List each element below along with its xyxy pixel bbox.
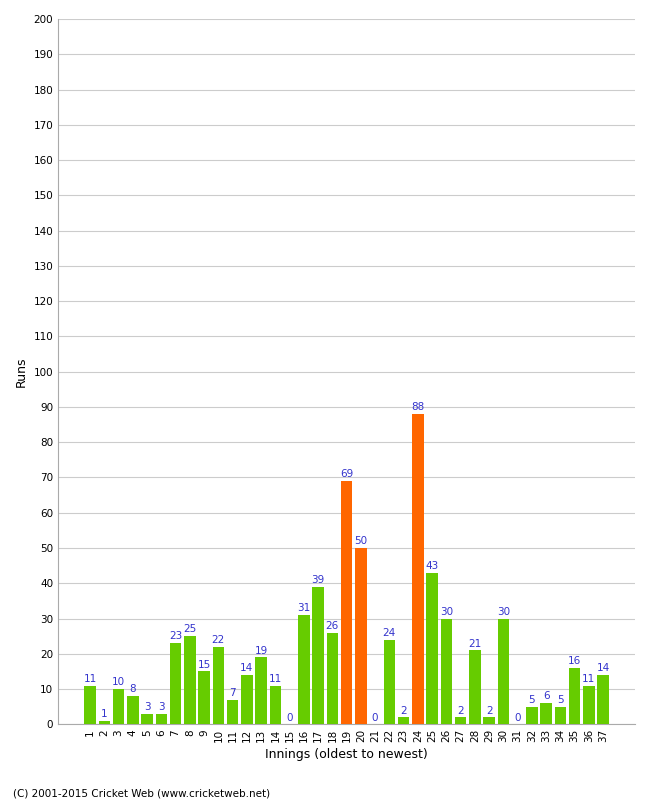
- Bar: [398, 718, 410, 724]
- Text: 11: 11: [268, 674, 282, 684]
- Text: 30: 30: [497, 606, 510, 617]
- Bar: [298, 615, 309, 724]
- Text: 15: 15: [198, 660, 211, 670]
- Text: 50: 50: [354, 536, 367, 546]
- Bar: [142, 714, 153, 724]
- Bar: [484, 718, 495, 724]
- Bar: [597, 675, 609, 724]
- Text: (C) 2001-2015 Cricket Web (www.cricketweb.net): (C) 2001-2015 Cricket Web (www.cricketwe…: [13, 788, 270, 798]
- Bar: [455, 718, 466, 724]
- Text: 14: 14: [240, 663, 254, 673]
- Text: 30: 30: [440, 606, 453, 617]
- Text: 21: 21: [468, 638, 482, 649]
- Text: 22: 22: [212, 635, 225, 645]
- Text: 43: 43: [426, 561, 439, 571]
- Text: 3: 3: [158, 702, 164, 712]
- Text: 14: 14: [597, 663, 610, 673]
- Text: 5: 5: [557, 695, 564, 705]
- Text: 19: 19: [254, 646, 268, 655]
- Text: 23: 23: [169, 631, 182, 642]
- Bar: [113, 689, 124, 724]
- Text: 2: 2: [486, 706, 493, 715]
- Text: 10: 10: [112, 678, 125, 687]
- Bar: [184, 636, 196, 724]
- Y-axis label: Runs: Runs: [15, 357, 28, 387]
- Bar: [526, 706, 538, 724]
- Text: 11: 11: [83, 674, 97, 684]
- Text: 39: 39: [311, 575, 325, 585]
- Text: 88: 88: [411, 402, 424, 412]
- Text: 2: 2: [457, 706, 464, 715]
- X-axis label: Innings (oldest to newest): Innings (oldest to newest): [265, 748, 428, 761]
- Text: 3: 3: [144, 702, 150, 712]
- Text: 31: 31: [297, 603, 311, 614]
- Bar: [170, 643, 181, 724]
- Bar: [241, 675, 253, 724]
- Bar: [213, 646, 224, 724]
- Bar: [313, 586, 324, 724]
- Text: 1: 1: [101, 709, 108, 719]
- Bar: [270, 686, 281, 724]
- Text: 26: 26: [326, 621, 339, 631]
- Text: 0: 0: [514, 713, 521, 722]
- Text: 7: 7: [229, 688, 236, 698]
- Text: 69: 69: [340, 470, 353, 479]
- Bar: [327, 633, 338, 724]
- Bar: [540, 703, 552, 724]
- Text: 0: 0: [372, 713, 378, 722]
- Bar: [554, 706, 566, 724]
- Bar: [569, 668, 580, 724]
- Bar: [412, 414, 424, 724]
- Bar: [198, 671, 210, 724]
- Text: 16: 16: [568, 656, 581, 666]
- Text: 6: 6: [543, 691, 549, 702]
- Bar: [441, 618, 452, 724]
- Text: 25: 25: [183, 625, 196, 634]
- Text: 2: 2: [400, 706, 407, 715]
- Bar: [155, 714, 167, 724]
- Bar: [384, 640, 395, 724]
- Bar: [255, 658, 266, 724]
- Text: 11: 11: [582, 674, 595, 684]
- Bar: [355, 548, 367, 724]
- Bar: [127, 696, 138, 724]
- Bar: [426, 573, 438, 724]
- Bar: [469, 650, 480, 724]
- Bar: [99, 721, 110, 724]
- Bar: [341, 481, 352, 724]
- Bar: [227, 700, 239, 724]
- Text: 0: 0: [287, 713, 293, 722]
- Text: 24: 24: [383, 628, 396, 638]
- Bar: [498, 618, 509, 724]
- Bar: [84, 686, 96, 724]
- Text: 5: 5: [528, 695, 535, 705]
- Text: 8: 8: [129, 684, 136, 694]
- Bar: [583, 686, 595, 724]
